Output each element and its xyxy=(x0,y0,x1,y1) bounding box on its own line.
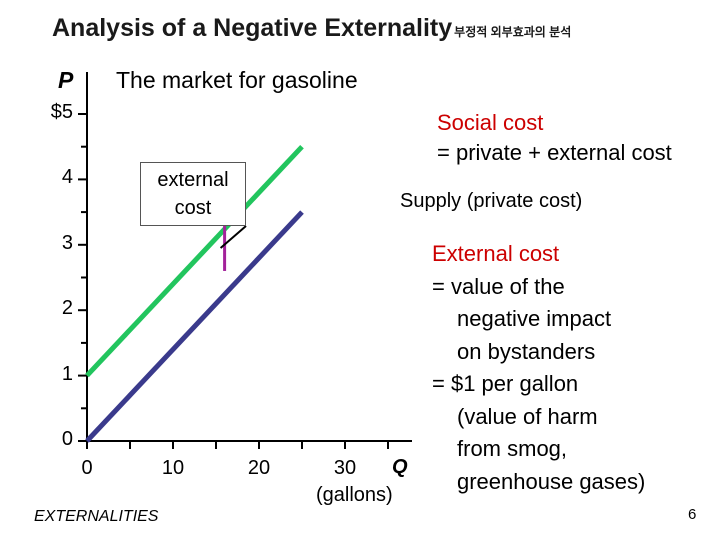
ext-note-line-4: = $1 per gallon xyxy=(432,371,579,396)
ext-note-line-0: External cost xyxy=(432,241,560,266)
x-tick-label: 30 xyxy=(333,457,357,479)
y-tick-label: 4 xyxy=(61,166,73,189)
social-cost-line xyxy=(85,144,304,378)
social-cost-def: = private + external cost xyxy=(437,140,672,165)
external-cost-box: external cost xyxy=(140,162,246,226)
footer-label: EXTERNALITIES xyxy=(34,508,159,525)
social-cost-head: Social cost xyxy=(437,110,544,135)
y-tick-label: 3 xyxy=(61,231,73,254)
x-tick-label: 20 xyxy=(247,457,271,479)
y-tick-label: 1 xyxy=(61,362,73,385)
y-tick-label: 0 xyxy=(61,428,73,450)
page-number: 6 xyxy=(688,506,697,523)
x-tick-label: 0 xyxy=(81,457,93,479)
x-axis-label: Q xyxy=(392,456,408,478)
ext-note-line-2: negative impact xyxy=(457,306,612,331)
y-tick-label: $5 xyxy=(50,101,73,123)
x-axis-unit: (gallons) xyxy=(316,484,393,506)
title-korean: 부정적 외부효과의 분석 xyxy=(454,25,572,39)
ext-note-line-6: from smog, xyxy=(457,436,568,461)
external-cost-note: External cost = value of the negative im… xyxy=(432,238,645,498)
ext-note-line-3: on bystanders xyxy=(457,338,596,364)
external-box-line1: external xyxy=(157,169,229,191)
external-box-pointer xyxy=(219,225,247,249)
ext-note-line-7: greenhouse gases) xyxy=(457,468,646,494)
social-cost-label: Social cost = private + external cost xyxy=(437,108,672,168)
y-tick-label: 2 xyxy=(61,297,73,320)
x-tick-label: 10 xyxy=(161,457,185,479)
slide-title: Analysis of a Negative Externality 부정적 외부… xyxy=(52,14,571,43)
supply-line xyxy=(85,210,304,443)
y-axis-label: P xyxy=(58,67,74,93)
title-text: Analysis of a Negative Externality xyxy=(52,14,453,42)
external-box-line2: cost xyxy=(174,197,212,219)
supply-label: Supply (private cost) xyxy=(400,190,583,212)
ext-note-line-5: (value of harm xyxy=(457,403,598,429)
chart-subtitle: The market for gasoline xyxy=(116,67,358,93)
ext-note-line-1: = value of the xyxy=(432,273,565,299)
